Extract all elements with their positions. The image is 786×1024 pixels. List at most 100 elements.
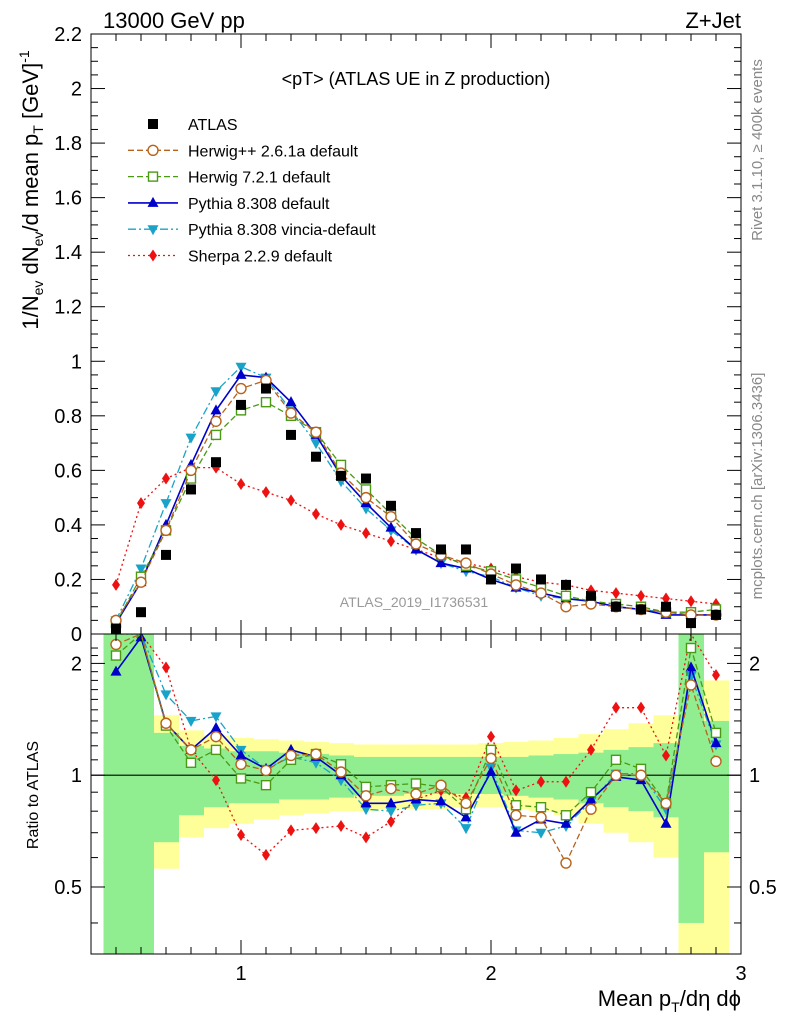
ratio-point	[385, 782, 397, 795]
data-point	[285, 396, 297, 407]
legend-marker	[147, 171, 159, 182]
ratio-point	[685, 642, 697, 654]
data-point	[486, 574, 496, 585]
side-label-top: Rivet 3.1.10, ≥ 400k events	[749, 59, 766, 241]
ratio-point	[662, 749, 670, 762]
data-point	[311, 451, 321, 462]
legend-label: Herwig 7.2.1 default	[188, 170, 331, 187]
ratio-point	[537, 775, 545, 788]
ratio-panel: 0.5 0.5 1 1 2 2 1 2 3	[54, 633, 777, 985]
series-line	[115, 401, 717, 624]
data-point	[436, 544, 446, 555]
data-point	[435, 557, 447, 568]
ratio-point	[435, 795, 447, 806]
ratio-point	[185, 716, 197, 727]
y-tick-label: 1.6	[54, 188, 82, 210]
y-tick-label: 0.8	[54, 406, 82, 428]
legend-label: Herwig++ 2.6.1a default	[188, 143, 358, 160]
ratio-point	[235, 758, 247, 770]
ratio-point	[160, 717, 172, 729]
ratio-point	[685, 679, 697, 691]
y-tick-label: 0.6	[54, 460, 82, 482]
y-tick-label: 1	[71, 351, 82, 373]
ratio-point	[337, 819, 345, 832]
data-point	[160, 524, 172, 537]
data-point	[410, 538, 422, 550]
data-point	[161, 549, 171, 560]
ratio-point	[210, 712, 222, 723]
data-point	[612, 587, 620, 600]
data-point	[262, 486, 270, 499]
ratio-point	[510, 809, 522, 821]
data-point	[385, 521, 397, 532]
ratio-point	[360, 805, 372, 816]
data-point	[636, 604, 646, 615]
ratio-point	[335, 766, 347, 778]
analysis-id: ATLAS_2019_I1736531	[340, 594, 489, 610]
main-panel: 0 0.2 0.4 0.6 0.8 1 1.2 1.4 1.6 1.8 2 2.2 <pT> (ATL…	[54, 24, 742, 646]
ratio-point	[485, 752, 497, 765]
ratio-point	[610, 769, 622, 781]
ratio-point	[235, 749, 247, 760]
ratio-point	[460, 824, 472, 835]
main-y-ticks: 0 0.2 0.4 0.6 0.8 1 1.2 1.4 1.6 1.8 2 2.2	[54, 24, 742, 646]
data-point	[386, 500, 396, 511]
legend: ATLAS Herwig++ 2.6.1a default Herwig 7.2.1…	[128, 117, 376, 266]
legend-label: Pythia 8.308 vincia-default	[188, 222, 376, 239]
band-bin	[103, 634, 129, 954]
ratio-point	[637, 701, 645, 714]
legend-marker	[148, 119, 158, 129]
x-tick-label: 3	[735, 963, 746, 985]
ratio-point	[612, 701, 620, 714]
band-bin	[153, 732, 179, 843]
ratio-point	[385, 797, 397, 808]
data-point	[285, 407, 297, 419]
data-point	[236, 399, 246, 410]
ratio-point	[460, 797, 472, 810]
ratio-point	[235, 773, 247, 784]
ratio-point	[660, 817, 672, 828]
legend-item: Herwig 7.2.1 default	[128, 170, 331, 187]
ratio-y-tick-label-left: 2	[71, 653, 82, 675]
data-point	[661, 601, 671, 612]
legend-marker	[147, 225, 159, 236]
data-point	[312, 508, 320, 520]
ratio-point	[712, 669, 720, 682]
data-point	[137, 497, 145, 510]
data-point	[210, 387, 222, 398]
data-point	[260, 396, 272, 408]
ratio-point	[510, 826, 522, 837]
ratio-point	[535, 828, 547, 839]
ratio-point	[310, 748, 322, 760]
data-point	[536, 574, 546, 585]
series-line	[115, 365, 716, 621]
data-point	[611, 601, 621, 612]
data-point	[361, 473, 371, 484]
legend-marker	[147, 196, 159, 207]
data-point	[211, 457, 221, 468]
x-tick-label: 1	[235, 963, 246, 985]
ratio-point	[710, 737, 722, 748]
data-point	[135, 576, 147, 588]
ratio-y-tick-label-left: 1	[71, 765, 82, 787]
ratio-y-ticks: 0.5 0.5 1 1 2 2	[54, 647, 777, 924]
svg-text:1/Nev dNev/d mean pT [GeV]-1: 1/Nev dNev/d mean pT [GeV]-1	[16, 50, 46, 330]
ratio-y-tick-label-right: 2	[749, 653, 760, 675]
series-5	[110, 362, 722, 627]
ratio-point	[260, 779, 272, 791]
legend-marker	[147, 144, 159, 157]
band-bin	[128, 634, 154, 954]
data-point	[286, 429, 296, 440]
ratio-point	[385, 807, 397, 818]
ratio-point	[410, 778, 422, 789]
data-point	[210, 404, 222, 415]
y-tick-label: 1.2	[54, 297, 82, 319]
legend-marker	[149, 249, 157, 262]
ratio-point	[460, 811, 472, 822]
x-tick-label: 2	[485, 963, 496, 985]
ratio-point	[535, 802, 547, 813]
ratio-point	[585, 803, 597, 815]
series-4	[110, 368, 722, 628]
ratio-point	[210, 730, 222, 743]
data-point	[337, 518, 345, 531]
